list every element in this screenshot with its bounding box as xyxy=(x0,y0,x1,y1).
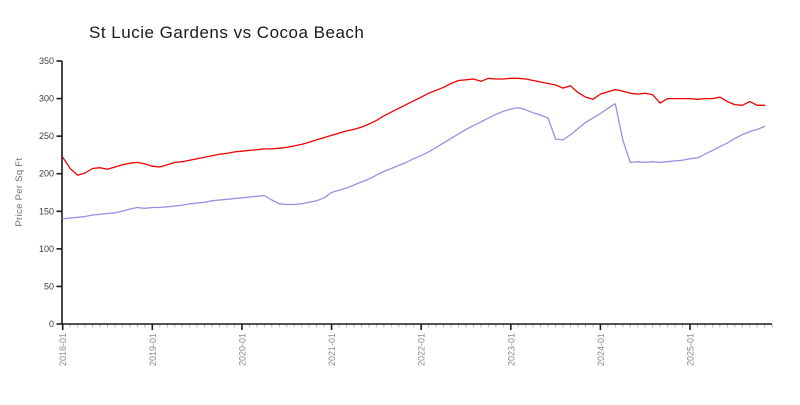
y-axis-label: Price Per Sq Ft xyxy=(14,157,25,226)
x-tick-label: 2022-01 xyxy=(417,333,427,366)
x-tick-label: 2023-01 xyxy=(506,333,516,366)
axis-major-ticks xyxy=(56,60,691,330)
chart-title: St Lucie Gardens vs Cocoa Beach xyxy=(89,23,364,42)
x-tick-label: 2020-01 xyxy=(237,333,247,366)
data-series-lines xyxy=(62,77,766,220)
y-tick-label: 250 xyxy=(39,131,54,141)
y-tick-label: 0 xyxy=(49,319,54,329)
axis-spines xyxy=(61,61,772,325)
y-tick-label: 200 xyxy=(39,169,54,179)
y-tick-label: 150 xyxy=(39,206,54,216)
series-line-cocoa-beach xyxy=(62,103,766,220)
axis-tick-labels: 0 50 100 150 200 250 300 350 2018-01 2019-01 2020-… xyxy=(39,56,696,366)
y-tick-label: 100 xyxy=(39,244,54,254)
y-tick-label: 50 xyxy=(44,281,54,291)
x-tick-label: 2024-01 xyxy=(596,333,606,366)
x-tick-label: 2025-01 xyxy=(686,333,696,366)
y-tick-label: 300 xyxy=(39,94,54,104)
series-line-st-lucie-gardens xyxy=(62,77,766,176)
x-tick-label: 2018-01 xyxy=(58,333,68,366)
x-tick-label: 2021-01 xyxy=(327,333,337,366)
y-tick-label: 350 xyxy=(39,56,54,66)
x-tick-label: 2019-01 xyxy=(148,333,158,366)
